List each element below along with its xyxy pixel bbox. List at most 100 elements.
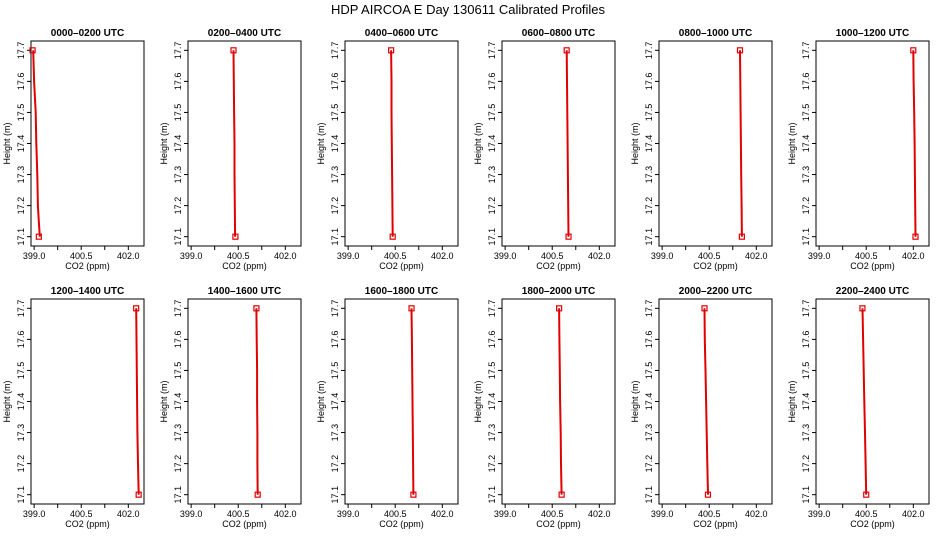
- y-tick-label: 17.6: [801, 73, 811, 91]
- x-tick-label: 402.0: [117, 251, 140, 261]
- y-tick-label: 17.1: [487, 228, 497, 246]
- x-tick-label: 399.0: [494, 509, 517, 519]
- x-tick-label: 400.5: [384, 251, 407, 261]
- chart-panel-7: 1200–1400 UTC 17.1 17.2 17.3 17.4 17.5 17.6 17.…: [2, 286, 145, 529]
- y-tick-label: 17.4: [173, 393, 183, 411]
- y-tick-label: 17.3: [801, 424, 811, 442]
- x-tick-label: 400.5: [384, 509, 407, 519]
- y-axis-label: Height (m): [159, 380, 169, 422]
- profile-marker: [563, 47, 570, 54]
- y-tick-label: 17.2: [644, 197, 654, 215]
- profile-line: [410, 308, 415, 495]
- y-tick-label: 17.2: [801, 455, 811, 473]
- x-tick-label: 399.0: [337, 251, 360, 261]
- plot-frame: [30, 298, 145, 505]
- y-axis-label: Height (m): [787, 122, 797, 164]
- y-tick-label: 17.7: [487, 300, 497, 318]
- chart-panel-6: 1000–1200 UTC 17.1 17.2 17.3 17.4 17.5 17.6 17.…: [787, 28, 930, 271]
- main-title: HDP AIRCOA E Day 130611 Calibrated Profi…: [331, 2, 606, 17]
- y-tick-label: 17.6: [801, 331, 811, 349]
- x-axis-label: CO2 (ppm): [379, 519, 424, 529]
- panel-title: 2000–2200 UTC: [679, 286, 752, 297]
- profile-marker: [133, 305, 140, 312]
- chart-panel-10: 1800–2000 UTC 17.1 17.2 17.3 17.4 17.5 17.6 17.…: [473, 286, 616, 529]
- y-tick-label: 17.7: [173, 42, 183, 60]
- x-tick-label: 400.5: [70, 251, 93, 261]
- x-axis-label: CO2 (ppm): [536, 519, 581, 529]
- profile-marker: [232, 233, 239, 240]
- y-tick-label: 17.1: [644, 228, 654, 246]
- profile-marker: [230, 47, 237, 54]
- profile-marker: [912, 233, 919, 240]
- y-tick-label: 17.5: [16, 362, 26, 380]
- y-tick-label: 17.2: [173, 197, 183, 215]
- y-tick-label: 17.6: [487, 73, 497, 91]
- profile-line: [135, 308, 140, 495]
- y-axis-label: Height (m): [159, 122, 169, 164]
- profile-marker: [253, 305, 260, 312]
- y-tick-label: 17.3: [801, 166, 811, 184]
- y-tick-label: 17.3: [330, 424, 340, 442]
- y-tick-label: 17.7: [644, 300, 654, 318]
- x-tick-label: 400.5: [70, 509, 93, 519]
- chart-panel-12: 2200–2400 UTC 17.1 17.2 17.3 17.4 17.5 17.6 17.…: [787, 286, 930, 529]
- chart-panel-1: 0000–0200 UTC 17.1 17.2 17.3 17.4 17.5 17.6 17.…: [2, 28, 145, 271]
- y-tick-label: 17.1: [173, 228, 183, 246]
- x-tick-label: 400.5: [855, 509, 878, 519]
- y-tick-label: 17.4: [644, 393, 654, 411]
- y-tick-label: 17.6: [330, 331, 340, 349]
- y-tick-label: 17.5: [487, 362, 497, 380]
- x-axis-label: CO2 (ppm): [536, 261, 581, 271]
- y-tick-label: 17.2: [801, 197, 811, 215]
- y-tick-label: 17.7: [801, 42, 811, 60]
- y-tick-label: 17.7: [16, 300, 26, 318]
- x-tick-label: 402.0: [431, 251, 454, 261]
- chart-panel-9: 1600–1800 UTC 17.1 17.2 17.3 17.4 17.5 17.6 17.…: [316, 286, 459, 529]
- y-tick-label: 17.6: [644, 73, 654, 91]
- x-tick-label: 399.0: [180, 509, 203, 519]
- y-axis-label: Height (m): [2, 380, 12, 422]
- x-axis-label: CO2 (ppm): [65, 519, 110, 529]
- x-tick-label: 399.0: [808, 509, 831, 519]
- y-tick-label: 17.2: [487, 197, 497, 215]
- profile-marker: [254, 491, 261, 498]
- y-axis-label: Height (m): [473, 122, 483, 164]
- y-axis-label: Height (m): [473, 380, 483, 422]
- profile-line: [558, 308, 563, 495]
- y-tick-label: 17.6: [16, 73, 26, 91]
- x-tick-label: 402.0: [117, 509, 140, 519]
- y-tick-label: 17.3: [173, 166, 183, 184]
- x-tick-label: 402.0: [745, 509, 768, 519]
- y-tick-label: 17.5: [487, 104, 497, 122]
- y-tick-label: 17.4: [330, 135, 340, 153]
- x-axis-label: CO2 (ppm): [850, 519, 895, 529]
- profile-marker: [408, 305, 415, 312]
- chart-panel-3: 0400–0600 UTC 17.1 17.2 17.3 17.4 17.5 17.6 17.…: [316, 28, 459, 271]
- plot-frame: [344, 40, 459, 247]
- profile-marker: [859, 305, 866, 312]
- profile-marker: [910, 47, 917, 54]
- x-tick-label: 399.0: [494, 251, 517, 261]
- x-axis-label: CO2 (ppm): [693, 519, 738, 529]
- y-tick-label: 17.5: [330, 362, 340, 380]
- profile-marker: [410, 491, 417, 498]
- profile-marker: [388, 47, 395, 54]
- x-tick-label: 399.0: [180, 251, 203, 261]
- profile-line: [232, 50, 237, 237]
- y-tick-label: 17.3: [173, 424, 183, 442]
- y-tick-label: 17.1: [330, 486, 340, 504]
- y-tick-label: 17.5: [644, 104, 654, 122]
- y-tick-label: 17.4: [801, 135, 811, 153]
- profile-line: [912, 50, 917, 237]
- y-tick-label: 17.5: [801, 362, 811, 380]
- panels: 0000–0200 UTC 17.1 17.2 17.3 17.4 17.5 17.6 17.…: [2, 28, 930, 529]
- y-tick-label: 17.3: [16, 424, 26, 442]
- y-tick-label: 17.1: [16, 486, 26, 504]
- y-tick-label: 17.2: [487, 455, 497, 473]
- plot-frame: [187, 40, 302, 247]
- profile-marker: [704, 491, 712, 498]
- y-tick-label: 17.3: [644, 424, 654, 442]
- profile-marker: [738, 233, 745, 240]
- y-tick-label: 17.3: [330, 166, 340, 184]
- x-tick-label: 400.5: [227, 251, 250, 261]
